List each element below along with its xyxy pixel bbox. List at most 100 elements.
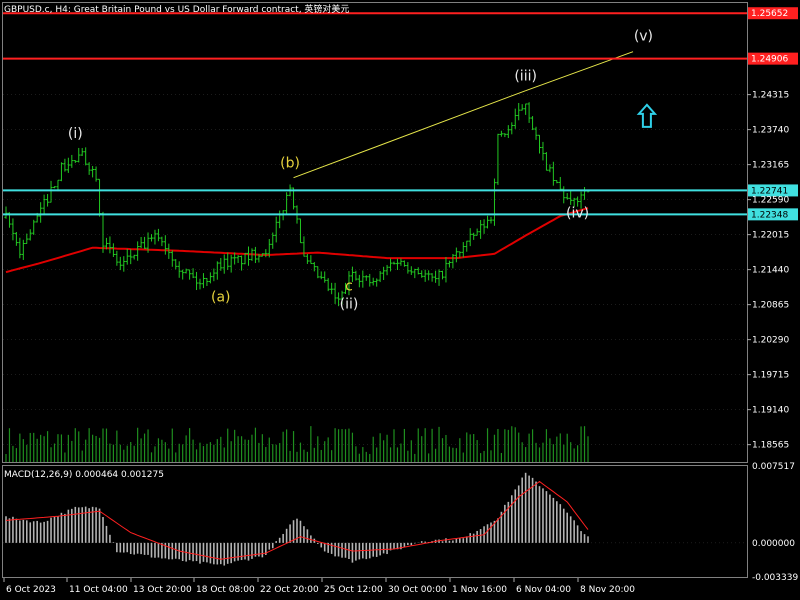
wave-label: (iii)	[514, 68, 537, 84]
macd-signal-line	[5, 480, 589, 560]
price-bar	[94, 166, 98, 182]
price-bar	[323, 271, 327, 283]
price-bar	[375, 278, 379, 287]
price-bar	[118, 256, 122, 271]
price-bar	[479, 219, 483, 239]
price-bar	[56, 179, 60, 192]
time-tick-label: 8 Nov 20:00	[580, 585, 635, 595]
price-bar	[316, 266, 320, 279]
price-bar	[59, 162, 64, 182]
price-bar	[149, 234, 154, 242]
macd-title: MACD(12,26,9) 0.000464 0.001275	[4, 470, 164, 480]
price-bar	[368, 273, 372, 287]
price-bar	[146, 232, 150, 253]
up-arrow-icon	[636, 103, 658, 128]
price-bar	[201, 273, 206, 289]
level-price-label: 1.22741	[751, 186, 788, 196]
price-bar	[77, 147, 81, 163]
price-tick-label: 1.23740	[752, 126, 789, 136]
wave-label: (a)	[211, 289, 231, 305]
price-bar	[385, 264, 389, 276]
price-bar	[350, 266, 355, 282]
price-bar	[260, 253, 264, 257]
price-bar	[156, 228, 161, 242]
price-bar	[558, 176, 562, 190]
price-bar	[461, 242, 465, 258]
price-bar	[416, 267, 420, 275]
price-bar	[336, 292, 341, 307]
price-tick-label: 1.20865	[752, 301, 789, 311]
price-bar	[122, 256, 126, 272]
price-bar	[485, 215, 490, 229]
price-bar	[14, 232, 18, 246]
price-bar	[198, 278, 202, 290]
price-bar	[496, 133, 500, 185]
price-bar	[250, 248, 254, 261]
price-bar	[84, 147, 88, 166]
level-price-tag	[748, 7, 798, 20]
price-bar	[555, 179, 559, 184]
price-bar	[530, 116, 535, 131]
price-bar	[309, 255, 313, 265]
price-bar	[42, 194, 46, 216]
price-bar	[576, 196, 580, 207]
price-bar	[167, 243, 171, 259]
price-bar	[174, 259, 178, 270]
price-bar	[49, 180, 53, 203]
price-bar	[153, 229, 157, 245]
price-bar	[343, 282, 348, 294]
price-bar	[382, 266, 386, 281]
price-bar	[312, 262, 316, 272]
price-tick-label: 1.19715	[752, 371, 789, 381]
price-bar	[142, 236, 147, 249]
price-bar	[551, 161, 555, 186]
time-tick-label: 22 Oct 20:00	[260, 585, 319, 595]
price-bar	[170, 250, 174, 267]
price-bar	[66, 157, 70, 173]
price-bar	[177, 261, 181, 278]
price-bar	[163, 235, 167, 255]
price-bar	[285, 192, 289, 215]
time-tick-label: 13 Oct 20:00	[133, 585, 192, 595]
price-bar	[222, 254, 226, 274]
price-bar	[271, 232, 275, 249]
price-bar	[125, 248, 129, 265]
price-bar	[319, 271, 323, 280]
price-bar	[513, 108, 517, 129]
trend-line[interactable]	[293, 90, 526, 179]
price-bar	[274, 216, 278, 243]
price-bar	[28, 229, 32, 241]
price-bar	[354, 270, 358, 281]
level-price-tag	[748, 52, 798, 65]
price-bar	[111, 243, 115, 258]
price-bar	[233, 252, 237, 265]
price-bar	[548, 164, 552, 173]
price-bar	[219, 258, 223, 271]
price-bar	[39, 202, 43, 223]
price-bar	[229, 254, 233, 273]
wave-label: (v)	[634, 29, 653, 45]
wave-label: (iv)	[566, 205, 589, 221]
price-bar	[451, 253, 455, 269]
price-bar	[108, 236, 112, 254]
price-bar	[132, 254, 136, 260]
price-bar	[527, 102, 531, 123]
price-bar	[257, 253, 261, 263]
time-tick-label: 6 Nov 04:00	[516, 585, 571, 595]
price-bar	[215, 261, 219, 280]
price-bar	[465, 240, 469, 252]
price-bar	[562, 186, 566, 204]
macd-panel-frame	[2, 465, 748, 578]
price-bar	[87, 162, 91, 175]
price-bar	[347, 271, 351, 296]
price-bar	[392, 261, 396, 265]
price-bar	[73, 160, 77, 164]
price-bar	[444, 257, 448, 283]
price-bar	[115, 250, 119, 266]
price-bar	[468, 228, 472, 247]
price-bar	[399, 258, 403, 266]
price-bar	[402, 260, 406, 267]
wave-label: c	[345, 278, 353, 294]
price-bar	[184, 268, 188, 274]
